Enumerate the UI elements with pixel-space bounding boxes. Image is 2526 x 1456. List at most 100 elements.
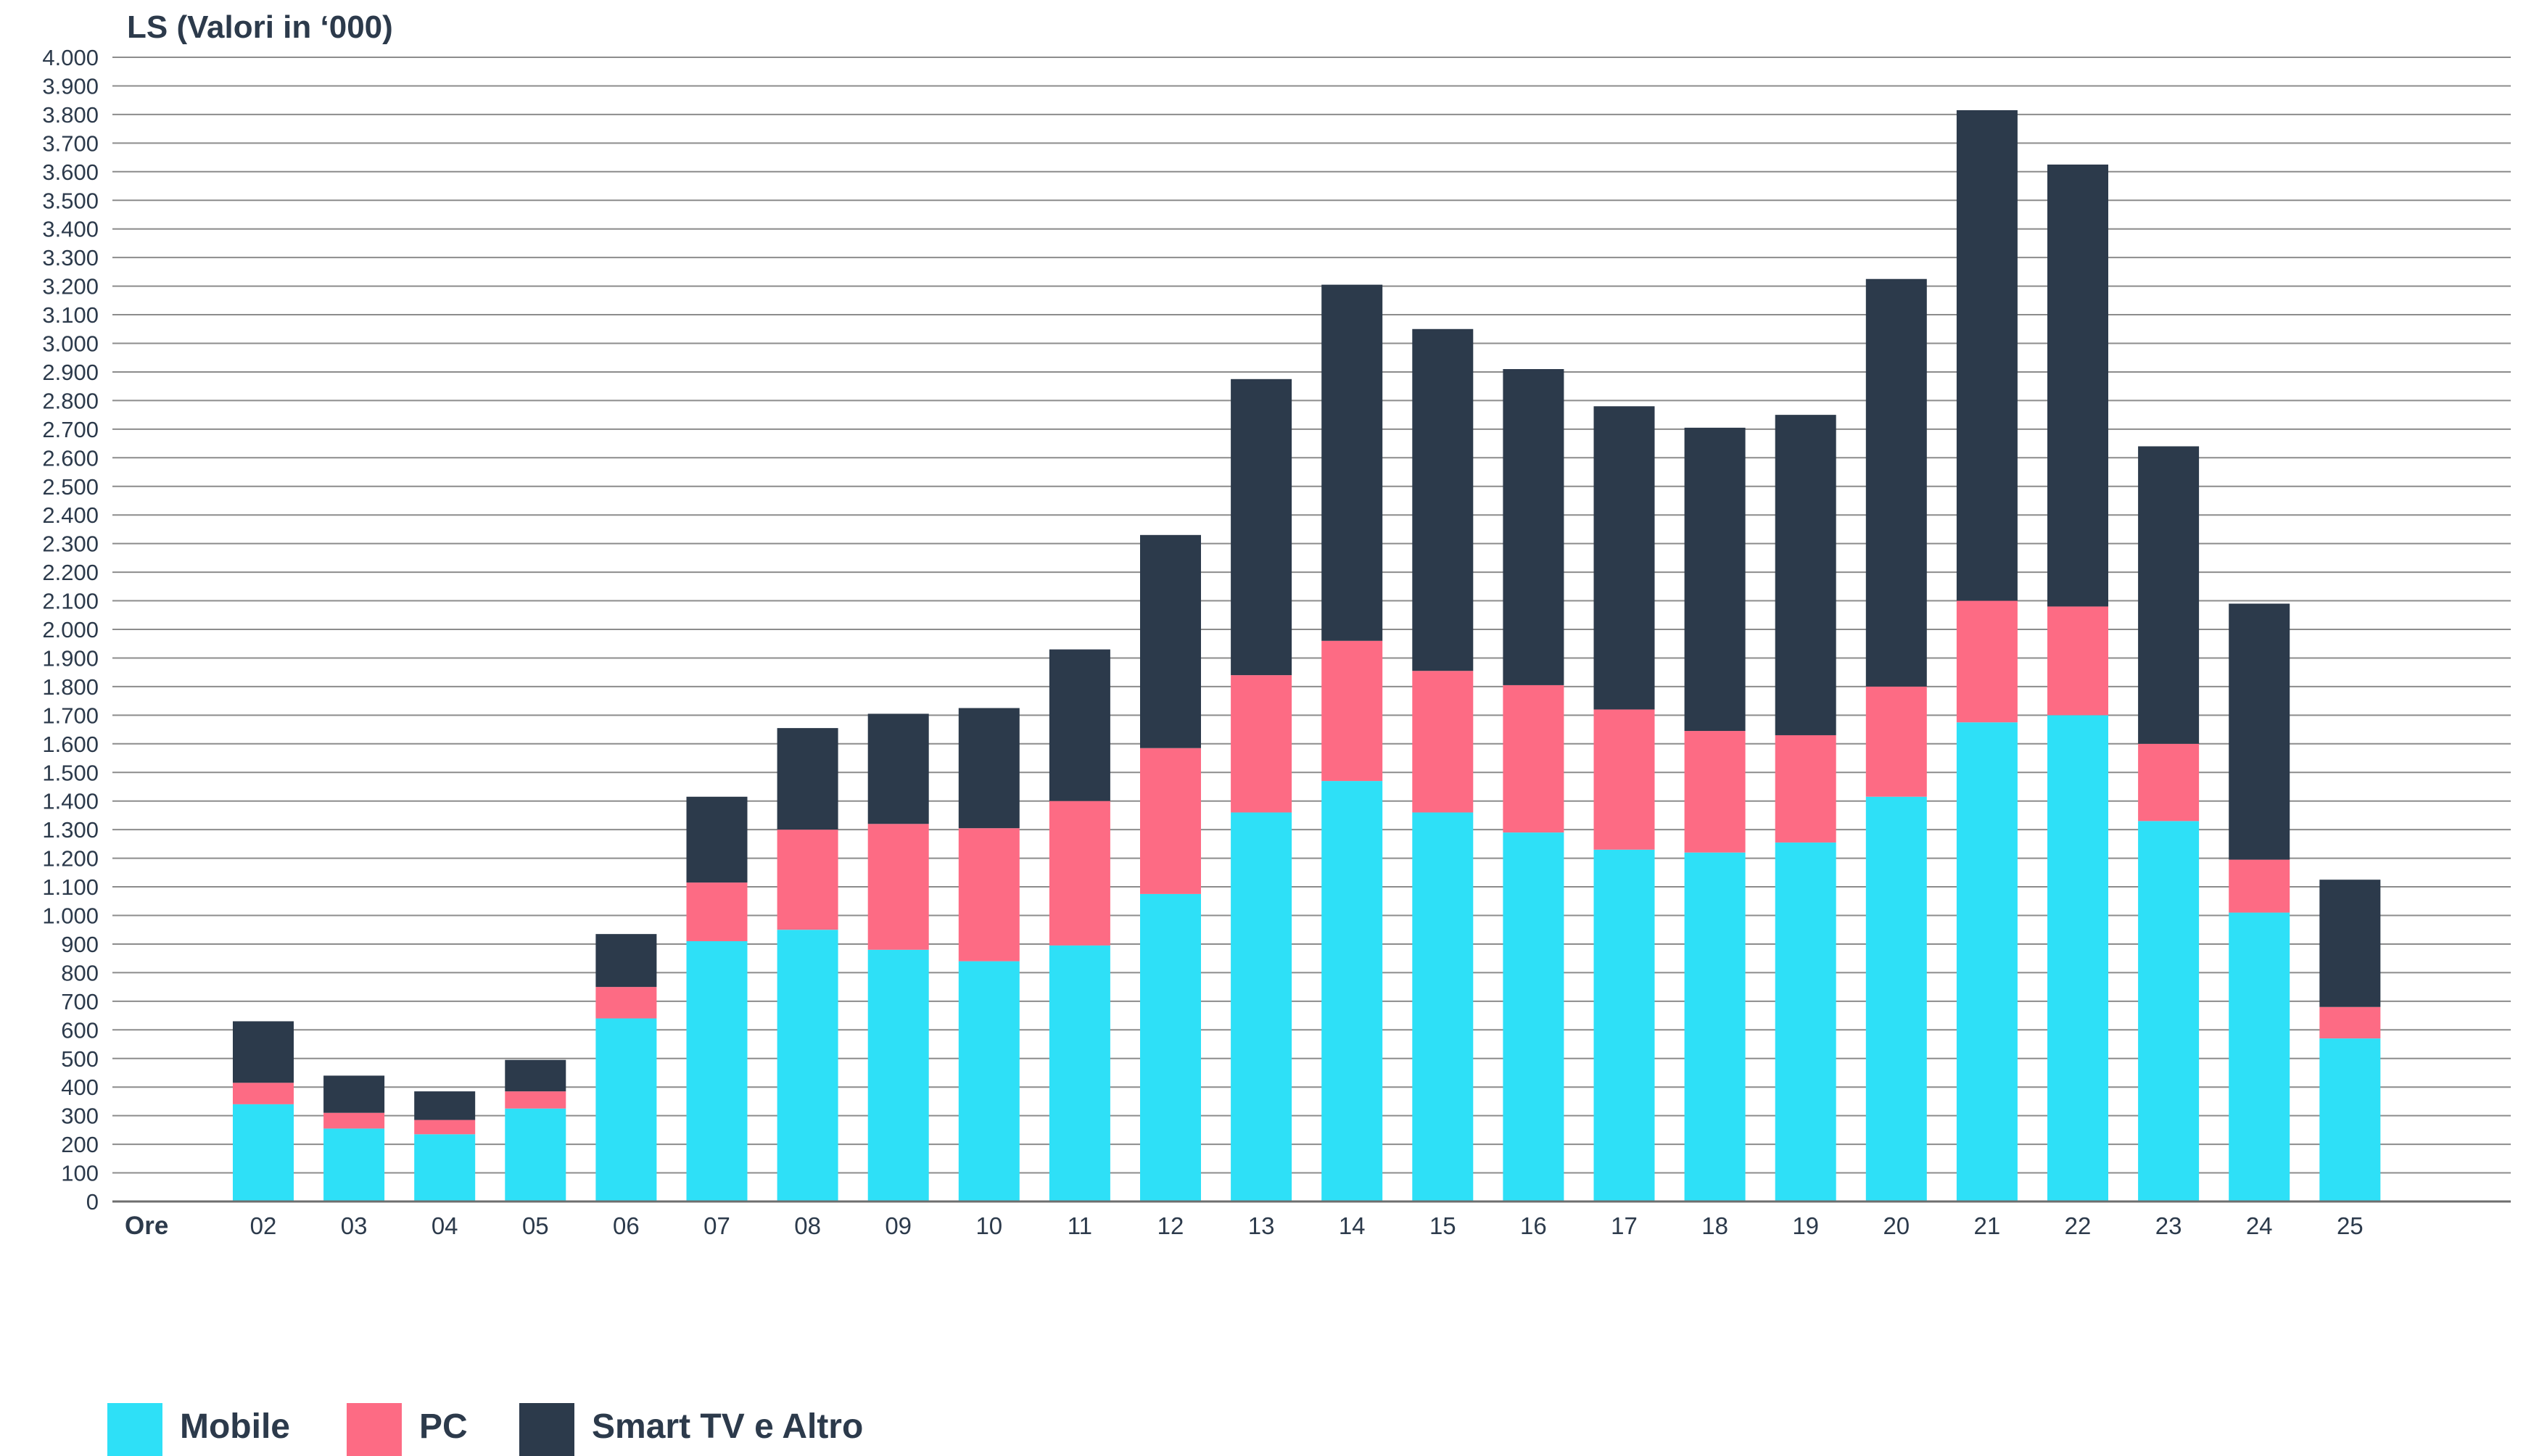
y-tick-label: 3.000	[42, 331, 99, 357]
x-axis-label: Ore	[125, 1212, 168, 1240]
bar-mobile-20	[1865, 796, 1927, 1201]
bar-mobile-21	[1956, 722, 2018, 1201]
y-tick-label: 3.800	[42, 102, 99, 128]
y-tick-label: 3.600	[42, 160, 99, 185]
y-tick-label: 2.600	[42, 445, 99, 471]
y-tick-label: 1.000	[42, 903, 99, 929]
bar-mobile-15	[1412, 812, 1474, 1201]
x-tick-label: 21	[1974, 1212, 2001, 1239]
y-tick-label: 2.800	[42, 388, 99, 413]
y-tick-label: 2.100	[42, 589, 99, 614]
bar-smart-tv-e-altro-13	[1231, 379, 1292, 676]
chart-title: LS (Valori in ‘000)	[127, 9, 393, 45]
legend-label: PC	[419, 1407, 468, 1446]
bar-mobile-25	[2319, 1038, 2381, 1201]
x-tick-label: 10	[975, 1212, 1002, 1239]
gridlines	[112, 57, 2511, 1174]
y-tick-label: 300	[61, 1104, 99, 1129]
y-tick-label: 2.300	[42, 531, 99, 557]
legend-swatch-mobile	[107, 1403, 162, 1456]
y-tick-label: 4.000	[42, 45, 99, 70]
bar-pc-19	[1775, 735, 1836, 843]
bar-pc-04	[414, 1120, 476, 1135]
bar-mobile-12	[1140, 893, 1201, 1201]
bar-mobile-14	[1321, 781, 1383, 1201]
x-tick-label: 15	[1429, 1212, 1456, 1239]
x-tick-label: 09	[885, 1212, 912, 1239]
y-tick-label: 600	[61, 1017, 99, 1043]
bar-smart-tv-e-altro-21	[1956, 109, 2018, 601]
bar-mobile-24	[2229, 912, 2290, 1201]
bar-smart-tv-e-altro-18	[1684, 427, 1746, 732]
y-tick-label: 0	[86, 1189, 99, 1215]
bar-smart-tv-e-altro-17	[1593, 406, 1655, 710]
y-tick-label: 1.800	[42, 674, 99, 700]
x-tick-label: 19	[1792, 1212, 1819, 1239]
y-tick-label: 2.500	[42, 474, 99, 500]
bar-pc-17	[1593, 709, 1655, 850]
bar-pc-11	[1049, 801, 1110, 946]
x-tick-label: 06	[613, 1212, 640, 1239]
bar-smart-tv-e-altro-06	[595, 934, 657, 988]
x-tick-label: 22	[2065, 1212, 2092, 1239]
x-tick-label: 04	[432, 1212, 458, 1239]
bar-mobile-03	[323, 1128, 385, 1201]
x-tick-label: 11	[1068, 1212, 1092, 1239]
x-tick-label: 20	[1883, 1212, 1910, 1239]
legend-swatch-pc	[347, 1403, 402, 1456]
y-axis-ticks: 01002003004005006007008009001.0001.1001.…	[42, 45, 99, 1215]
bar-pc-09	[867, 824, 929, 950]
bar-smart-tv-e-altro-25	[2319, 880, 2381, 1007]
x-tick-label: 24	[2246, 1212, 2273, 1239]
bar-pc-24	[2229, 859, 2290, 913]
y-tick-label: 500	[61, 1046, 99, 1072]
bar-pc-07	[686, 882, 748, 942]
legend-swatch-smart-tv-e-altro	[519, 1403, 574, 1456]
bar-smart-tv-e-altro-19	[1775, 415, 1836, 735]
bar-pc-21	[1956, 600, 2018, 723]
y-tick-label: 2.700	[42, 417, 99, 442]
bar-pc-20	[1865, 686, 1927, 797]
bar-mobile-09	[867, 949, 929, 1201]
y-tick-label: 3.400	[42, 217, 99, 242]
bar-pc-08	[777, 830, 838, 930]
bar-pc-14	[1321, 640, 1383, 782]
y-tick-label: 1.900	[42, 645, 99, 671]
y-tick-label: 2.000	[42, 617, 99, 642]
bar-smart-tv-e-altro-20	[1865, 278, 1927, 687]
y-tick-label: 700	[61, 989, 99, 1014]
x-tick-label: 12	[1157, 1212, 1184, 1239]
bar-smart-tv-e-altro-12	[1140, 534, 1201, 748]
x-tick-label: 07	[703, 1212, 730, 1239]
bar-mobile-11	[1049, 945, 1110, 1201]
bar-smart-tv-e-altro-08	[777, 728, 838, 830]
x-tick-label: 02	[250, 1212, 277, 1239]
bar-smart-tv-e-altro-03	[323, 1075, 385, 1113]
bar-mobile-04	[414, 1134, 476, 1201]
y-tick-label: 1.400	[42, 789, 99, 814]
x-tick-label: 03	[341, 1212, 368, 1239]
bar-mobile-07	[686, 941, 748, 1201]
bar-smart-tv-e-altro-02	[233, 1021, 294, 1083]
bar-pc-06	[595, 987, 657, 1019]
bar-pc-25	[2319, 1006, 2381, 1039]
x-tick-label: 13	[1248, 1212, 1275, 1239]
x-tick-label: 08	[794, 1212, 821, 1239]
y-tick-label: 900	[61, 932, 99, 957]
bar-mobile-02	[233, 1104, 294, 1201]
x-tick-label: 18	[1701, 1212, 1728, 1239]
y-tick-label: 1.200	[42, 846, 99, 872]
bar-mobile-05	[505, 1108, 566, 1201]
y-tick-label: 1.600	[42, 732, 99, 757]
x-tick-label: 16	[1520, 1212, 1547, 1239]
bar-smart-tv-e-altro-09	[867, 713, 929, 824]
bar-smart-tv-e-altro-05	[505, 1059, 566, 1092]
bar-pc-22	[2047, 606, 2108, 716]
y-tick-label: 2.400	[42, 502, 99, 528]
bar-pc-18	[1684, 731, 1746, 853]
bar-smart-tv-e-altro-15	[1412, 328, 1474, 671]
bar-pc-13	[1231, 675, 1292, 813]
bar-pc-23	[2138, 743, 2200, 822]
y-tick-label: 3.200	[42, 274, 99, 299]
